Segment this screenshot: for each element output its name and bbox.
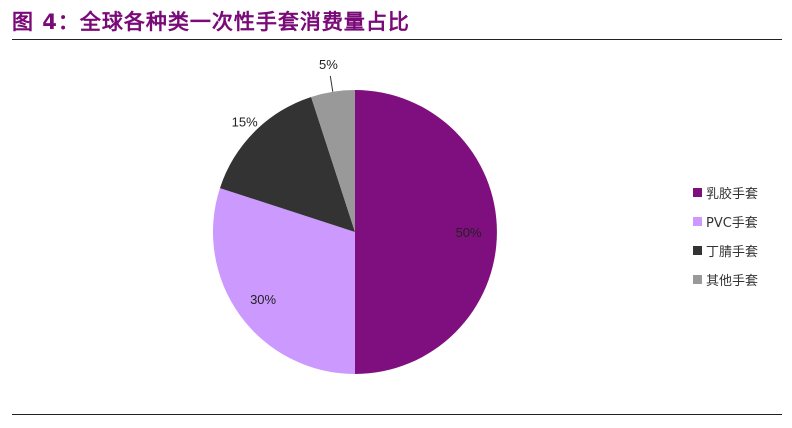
data-label: 15%	[232, 115, 258, 130]
legend-item: 其他手套	[693, 265, 758, 294]
pie-slice	[219, 96, 355, 232]
legend-swatch	[693, 275, 702, 284]
legend-swatch	[693, 188, 702, 197]
bottom-rule	[12, 414, 782, 415]
pie-slice	[213, 188, 355, 374]
legend: 乳胶手套 PVC手套 丁腈手套 其他手套	[693, 178, 758, 294]
legend-label: 其他手套	[706, 274, 759, 289]
top-rule	[12, 39, 782, 40]
legend-swatch	[693, 217, 702, 226]
legend-item: PVC手套	[693, 207, 758, 236]
pie-slice	[355, 90, 497, 374]
legend-swatch	[693, 246, 702, 255]
legend-item: 丁腈手套	[693, 236, 758, 265]
data-label: 30%	[250, 292, 276, 307]
legend-label: 乳胶手套	[706, 187, 759, 202]
pie-slice	[311, 90, 355, 232]
legend-label: 丁腈手套	[706, 245, 759, 260]
leader-line	[329, 75, 334, 92]
legend-label: PVC手套	[706, 216, 758, 231]
chart-title: 图 4：全球各种类一次性手套消费量占比	[12, 10, 410, 34]
legend-item: 乳胶手套	[693, 178, 758, 207]
data-label: 5%	[319, 57, 338, 72]
data-label: 50%	[456, 225, 482, 240]
